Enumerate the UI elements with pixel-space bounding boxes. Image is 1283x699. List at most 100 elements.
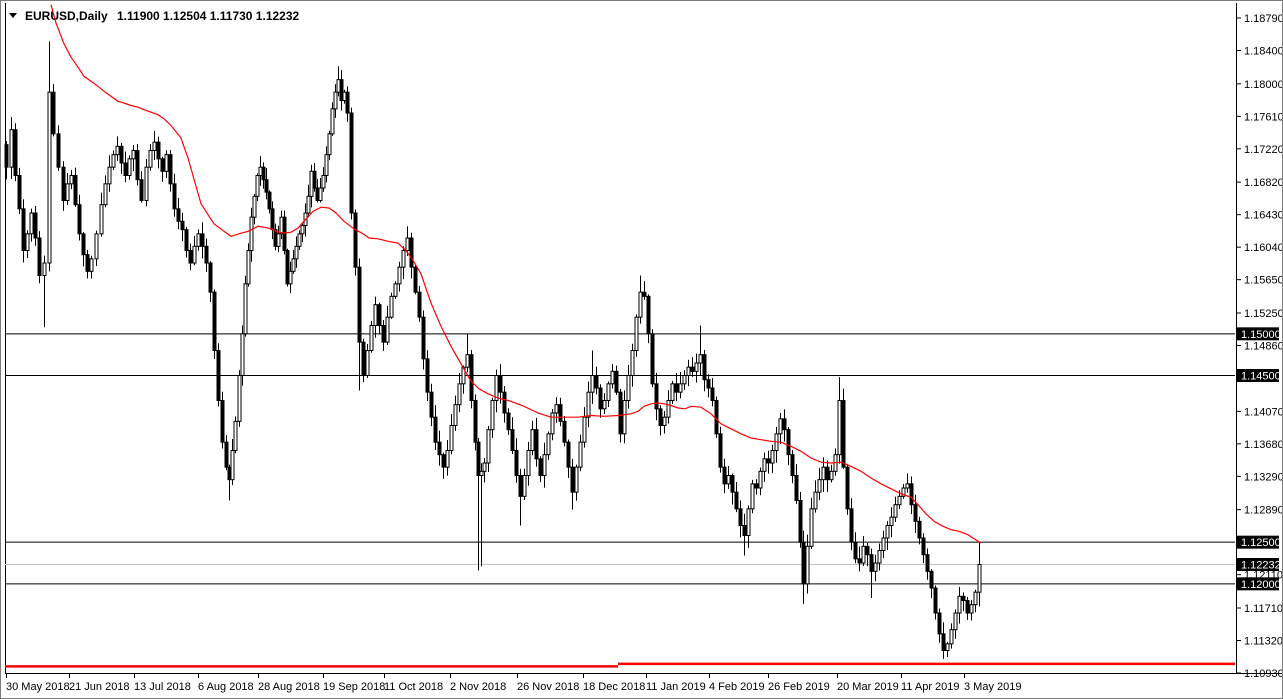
bear-candle-body — [510, 429, 515, 451]
bull-candle-body — [131, 150, 136, 160]
bull-candle-body — [115, 145, 120, 156]
bull-candle-body — [457, 383, 462, 406]
bull-candle-body — [69, 175, 74, 185]
bear-candle-body — [357, 266, 362, 343]
bull-candle-body — [877, 550, 882, 564]
bull-candle-body — [977, 564, 982, 593]
bear-candle-body — [706, 379, 711, 389]
bear-candle-body — [473, 400, 478, 443]
chart-plot-area[interactable] — [5, 4, 1236, 673]
price-level-box-label: 1.12000 — [1241, 579, 1281, 591]
bear-candle-body — [786, 429, 791, 456]
bear-candle-body — [312, 170, 317, 189]
bear-candle-body — [160, 158, 165, 172]
bear-candle-body — [654, 383, 659, 410]
bull-candle-body — [530, 429, 535, 451]
bear-candle-body — [261, 166, 266, 181]
bear-candle-body — [734, 491, 739, 510]
bear-candle-body — [718, 433, 723, 468]
bear-candle-body — [738, 508, 743, 527]
bull-candle-body — [602, 400, 607, 410]
bull-candle-body — [148, 150, 153, 168]
bear-candle-body — [825, 466, 830, 481]
red-support-lines — [5, 662, 1235, 668]
bull-candle-body — [479, 470, 484, 477]
bear-candle-body — [13, 129, 18, 177]
bull-candle-body — [29, 212, 34, 235]
price-tick-label: 1.16040 — [1244, 242, 1282, 254]
bull-candle-body — [324, 154, 329, 177]
bear-candle-body — [135, 150, 140, 181]
bull-candle-body — [103, 183, 108, 206]
bull-candle-body — [582, 416, 587, 443]
bear-candle-body — [17, 175, 22, 210]
date-label: 6 Aug 2018 — [198, 681, 254, 693]
bear-candle-body — [941, 633, 946, 651]
bear-candle-body — [200, 233, 205, 247]
bear-candle-body — [168, 154, 173, 185]
bear-candle-body — [421, 316, 426, 360]
bull-candle-body — [590, 375, 595, 393]
bear-candle-body — [853, 541, 858, 560]
bull-candle-body — [670, 383, 675, 402]
price-level-box-label: 1.14500 — [1241, 371, 1281, 383]
bear-candle-body — [176, 208, 181, 222]
bull-candle-body — [246, 250, 251, 285]
price-axis-drag-area[interactable] — [1237, 4, 1282, 673]
bear-candle-body — [917, 520, 922, 539]
bull-candle-body — [192, 245, 197, 264]
bull-candle-body — [821, 466, 826, 481]
bull-candle-body — [945, 643, 950, 651]
bull-candle-body — [65, 183, 70, 201]
bull-candle-body — [369, 325, 374, 351]
bull-candle-body — [94, 233, 99, 260]
moving-average-line — [50, 4, 982, 544]
bull-candle-body — [127, 158, 132, 176]
bull-candle-body — [405, 237, 410, 251]
bull-candle-body — [152, 141, 157, 152]
bear-candle-body — [61, 166, 66, 202]
bear-candle-body — [538, 458, 543, 477]
bear-candle-body — [33, 212, 38, 239]
date-label: 20 Mar 2019 — [837, 681, 899, 693]
bear-candle-body — [21, 208, 26, 251]
bull-candle-body — [606, 383, 611, 402]
bear-candle-body — [212, 291, 217, 351]
bear-candle-body — [790, 454, 795, 476]
bear-candle-body — [674, 383, 679, 393]
bear-candle-body — [742, 525, 747, 536]
bear-candle-body — [73, 175, 78, 206]
bear-candle-body — [282, 216, 287, 252]
date-label: 30 May 2018 — [6, 681, 70, 693]
bear-candle-body — [646, 295, 651, 335]
time-axis-drag-area[interactable] — [5, 674, 1236, 696]
bear-candle-body — [81, 233, 86, 256]
price-tick-label: 1.18000 — [1244, 79, 1282, 91]
bull-candle-body — [230, 450, 235, 481]
bear-candle-body — [85, 254, 90, 272]
bull-candle-body — [99, 204, 104, 235]
bull-candle-body — [288, 270, 293, 285]
bear-candle-body — [377, 304, 382, 326]
bull-candle-body — [243, 283, 248, 335]
bear-candle-body — [558, 404, 563, 422]
ohlc-readout: 1.11900 1.12504 1.11730 1.12232 — [117, 9, 300, 23]
bull-candle-body — [546, 433, 551, 456]
bull-candle-body — [397, 266, 402, 285]
date-label: 3 May 2019 — [964, 681, 1021, 693]
bear-candle-body — [172, 183, 177, 210]
bull-candle-body — [626, 375, 631, 401]
bear-candle-body — [913, 504, 918, 522]
date-label: 4 Feb 2019 — [709, 681, 765, 693]
bear-candle-body — [650, 333, 655, 385]
bear-candle-body — [570, 466, 575, 493]
bull-candle-body — [694, 362, 699, 372]
bull-candle-body — [861, 545, 866, 564]
bull-candle-body — [306, 195, 311, 214]
bull-candle-body — [294, 245, 299, 260]
symbol-dropdown-icon[interactable] — [9, 13, 17, 18]
bull-candle-body — [297, 233, 302, 247]
bull-candle-body — [490, 400, 495, 431]
